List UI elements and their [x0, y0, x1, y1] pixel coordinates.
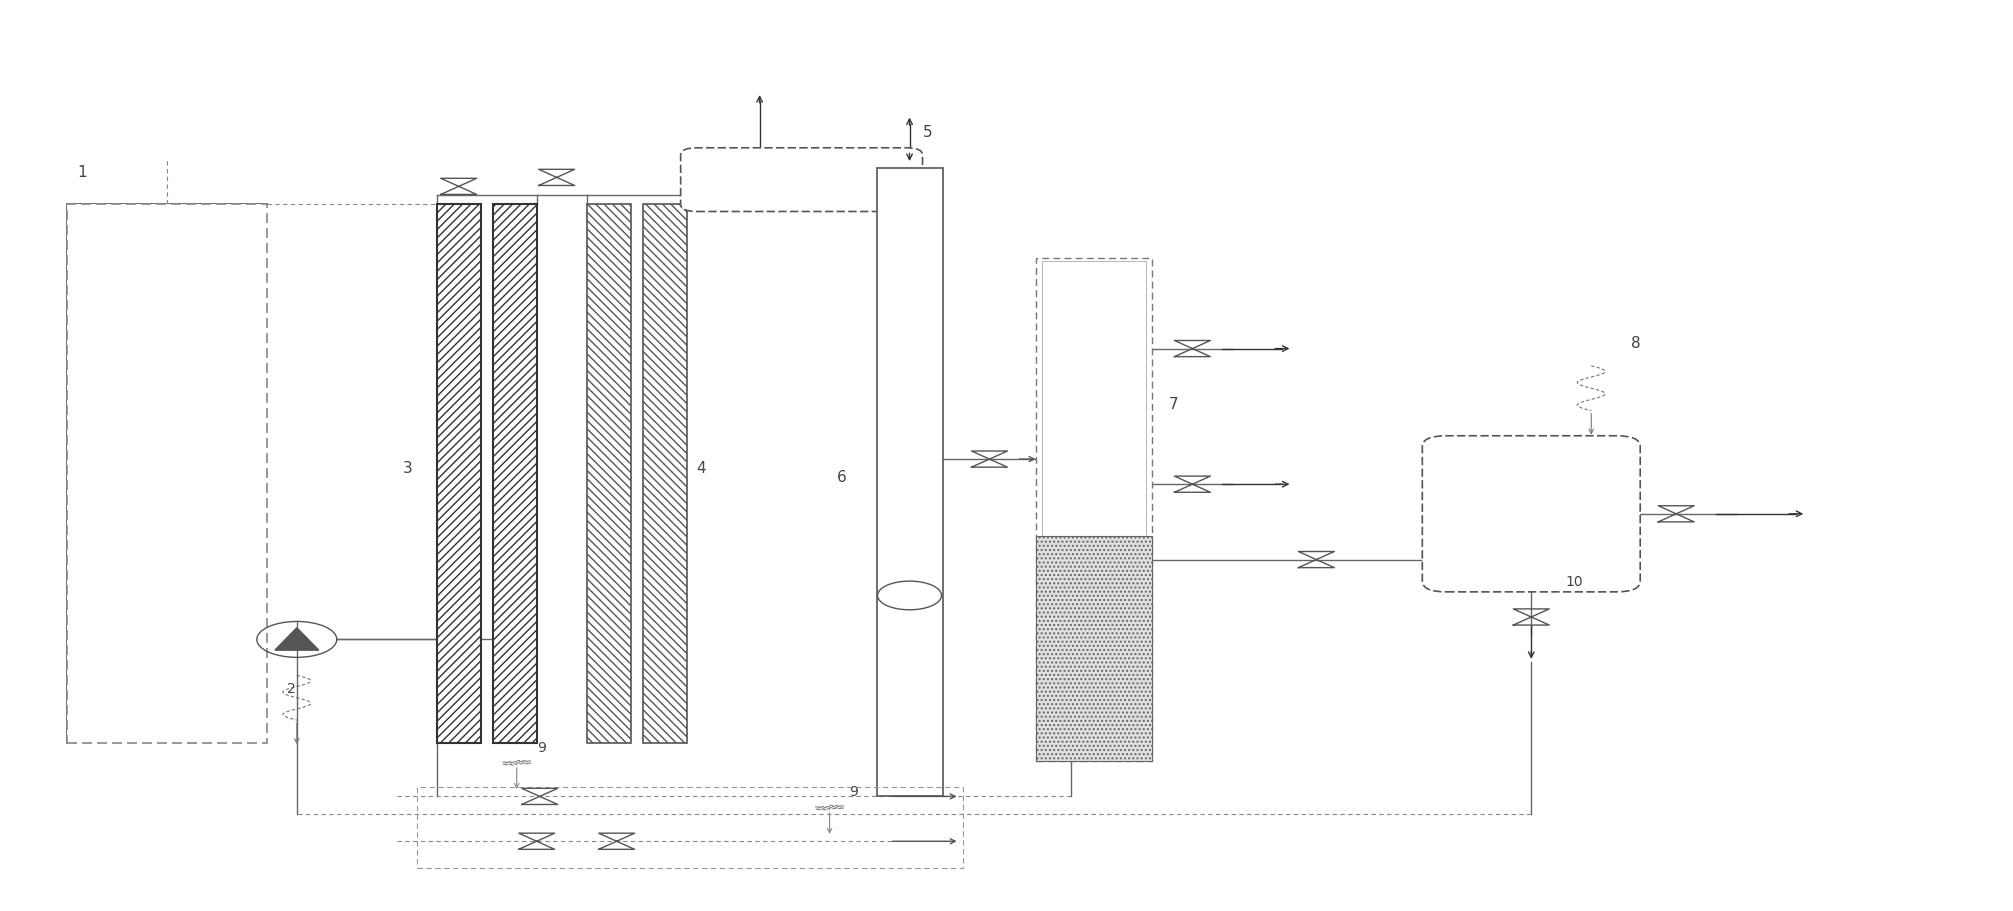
Text: 10: 10: [1566, 576, 1582, 589]
Text: 7: 7: [1168, 397, 1178, 412]
Text: 6: 6: [837, 470, 847, 486]
Bar: [876, 169, 942, 796]
Text: 9: 9: [537, 741, 546, 754]
Bar: [1043, 261, 1147, 758]
FancyBboxPatch shape: [680, 148, 922, 211]
Bar: [437, 204, 481, 742]
Text: 9: 9: [849, 785, 858, 799]
FancyBboxPatch shape: [1423, 435, 1641, 592]
Bar: [642, 204, 686, 742]
Text: 4: 4: [696, 462, 707, 476]
Bar: [66, 204, 268, 742]
Text: 3: 3: [403, 462, 413, 476]
Bar: [493, 204, 537, 742]
Text: 1: 1: [76, 166, 87, 180]
Bar: [1037, 258, 1151, 761]
Polygon shape: [276, 628, 318, 650]
Text: 8: 8: [1631, 336, 1641, 351]
Bar: [586, 204, 630, 742]
Bar: [417, 787, 962, 868]
Bar: [1037, 537, 1151, 761]
Text: 2: 2: [286, 682, 296, 696]
Text: 5: 5: [922, 125, 932, 140]
